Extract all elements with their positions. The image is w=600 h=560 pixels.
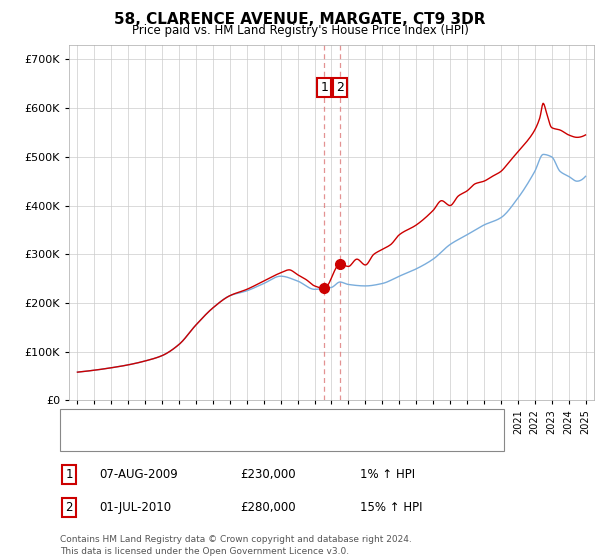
- Text: 2: 2: [336, 81, 344, 94]
- Text: 2: 2: [65, 501, 73, 515]
- Text: Price paid vs. HM Land Registry's House Price Index (HPI): Price paid vs. HM Land Registry's House …: [131, 24, 469, 36]
- Text: 15% ↑ HPI: 15% ↑ HPI: [360, 501, 422, 515]
- Text: 07-AUG-2009: 07-AUG-2009: [99, 468, 178, 481]
- Text: 1: 1: [65, 468, 73, 481]
- Text: £230,000: £230,000: [240, 468, 296, 481]
- Text: 1: 1: [320, 81, 328, 94]
- Text: 58, CLARENCE AVENUE, MARGATE, CT9 3DR (detached house): 58, CLARENCE AVENUE, MARGATE, CT9 3DR (d…: [109, 416, 450, 426]
- FancyBboxPatch shape: [60, 409, 504, 451]
- Text: HPI: Average price, detached house, Thanet: HPI: Average price, detached house, Than…: [109, 435, 349, 445]
- Text: Contains HM Land Registry data © Crown copyright and database right 2024.
This d: Contains HM Land Registry data © Crown c…: [60, 535, 412, 556]
- Text: 58, CLARENCE AVENUE, MARGATE, CT9 3DR: 58, CLARENCE AVENUE, MARGATE, CT9 3DR: [114, 12, 486, 27]
- Text: 01-JUL-2010: 01-JUL-2010: [99, 501, 171, 515]
- Text: 1% ↑ HPI: 1% ↑ HPI: [360, 468, 415, 481]
- Text: £280,000: £280,000: [240, 501, 296, 515]
